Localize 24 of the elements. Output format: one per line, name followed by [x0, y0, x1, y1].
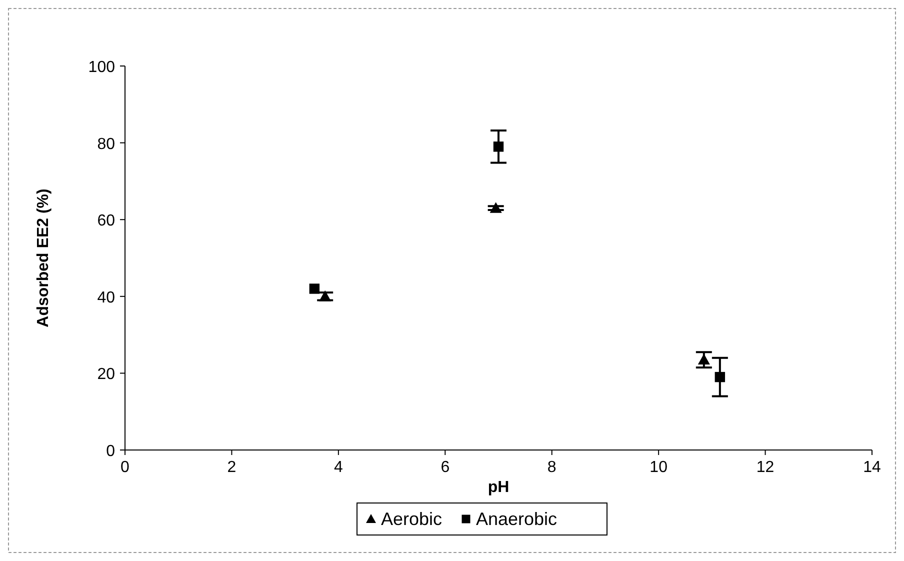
legend-label: Aerobic [381, 509, 442, 529]
point [714, 372, 726, 382]
y-tick-label: 100 [88, 59, 116, 76]
y-tick-label: 20 [97, 366, 116, 384]
y-tick-label: 80 [97, 136, 116, 153]
point [698, 354, 710, 365]
x-axis-title: pH [488, 479, 510, 496]
point [319, 290, 332, 302]
x-tick-label: 8 [547, 459, 556, 476]
x-tick-label: 10 [650, 459, 668, 476]
point [490, 202, 502, 213]
x-tick-label: 14 [863, 459, 881, 476]
point [493, 142, 504, 152]
y-axis-title: Adsorbed EE2 (%) [35, 188, 52, 328]
x-tick-label: 12 [756, 459, 774, 476]
legend-label: Anaerobic [476, 509, 558, 529]
x-tick-label: 4 [334, 459, 343, 476]
point [309, 284, 320, 294]
y-tick-label: 60 [97, 212, 116, 230]
x-tick-label: 6 [440, 459, 450, 476]
x-tick-label: 2 [227, 459, 236, 476]
y-tick-label: 40 [97, 289, 116, 306]
y-tick-label: 0 [106, 443, 116, 460]
x-tick-label: 0 [120, 459, 130, 476]
